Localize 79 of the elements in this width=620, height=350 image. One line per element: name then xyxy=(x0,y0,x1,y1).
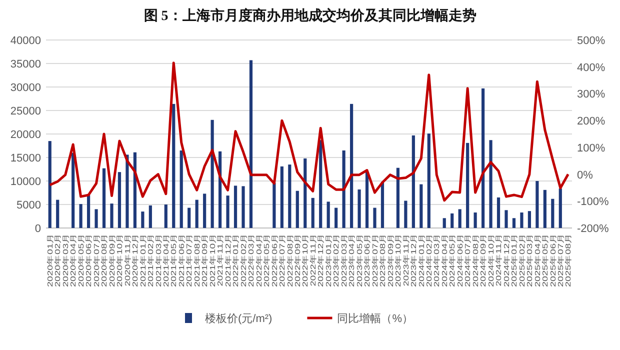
bar xyxy=(288,164,292,228)
bar xyxy=(180,150,183,228)
y-tick-label: 5000 xyxy=(16,200,41,212)
y2-tick-label: 400% xyxy=(577,62,606,74)
bar xyxy=(272,182,276,228)
y-tick-label: 25000 xyxy=(10,106,41,118)
bar xyxy=(141,212,144,228)
y2-tick-label: 200% xyxy=(577,116,606,128)
bar xyxy=(188,208,191,228)
bar xyxy=(442,218,446,228)
bar xyxy=(528,211,532,228)
y2-tick-label: 0% xyxy=(577,169,594,182)
bar xyxy=(466,142,470,228)
bar xyxy=(420,184,423,228)
bar xyxy=(94,209,98,228)
bar xyxy=(311,198,314,228)
bar xyxy=(342,150,346,228)
y-tick-label: 20000 xyxy=(10,129,41,141)
bar xyxy=(458,209,462,228)
bar xyxy=(72,152,75,228)
y-tick-label: 10000 xyxy=(10,176,41,188)
y2-tick-label: -200% xyxy=(577,223,610,235)
y2-tick-label: -100% xyxy=(577,196,610,208)
bar xyxy=(481,88,485,228)
bar xyxy=(380,182,384,228)
bar xyxy=(304,158,307,228)
bar xyxy=(319,140,322,228)
bar xyxy=(56,200,60,228)
bar xyxy=(79,204,82,228)
bar xyxy=(404,200,408,228)
y2-tick-label: 500% xyxy=(577,35,606,47)
y2-tick-label: 100% xyxy=(577,142,606,154)
bar xyxy=(350,104,354,228)
bar xyxy=(412,135,415,228)
y-tick-label: 35000 xyxy=(10,58,41,70)
bar xyxy=(489,140,492,228)
y2-tick-label: 300% xyxy=(577,88,606,101)
bar xyxy=(365,172,369,228)
bar xyxy=(195,200,198,228)
bar xyxy=(551,198,554,228)
bar xyxy=(118,172,122,228)
bar xyxy=(203,194,206,228)
bar xyxy=(280,166,284,228)
y-tick-label: 15000 xyxy=(10,152,41,164)
bar xyxy=(474,212,477,228)
bar xyxy=(48,141,52,228)
bar xyxy=(504,210,508,228)
bar xyxy=(164,204,168,228)
bar xyxy=(358,189,361,228)
bar xyxy=(558,188,562,228)
bar xyxy=(102,168,106,228)
bar xyxy=(226,196,230,228)
bar xyxy=(396,168,400,228)
y-tick-label: 40000 xyxy=(10,35,41,47)
bar xyxy=(86,195,90,228)
bar xyxy=(543,190,546,228)
bar xyxy=(234,186,238,228)
bar xyxy=(520,212,524,228)
y-tick-label: 30000 xyxy=(10,82,41,94)
legend-label: 同比增幅（%） xyxy=(337,312,413,325)
bar xyxy=(373,208,376,228)
bar xyxy=(326,202,330,228)
title: 图 5：上海市月度商办用地成交均价及其同比增幅走势 xyxy=(144,9,476,24)
y-tick-label: 0 xyxy=(34,223,41,235)
bar xyxy=(296,190,299,228)
bar xyxy=(512,218,516,228)
bar xyxy=(249,60,253,228)
bar xyxy=(427,134,430,228)
bar xyxy=(210,120,214,228)
bar xyxy=(536,181,539,228)
bar xyxy=(126,154,129,228)
bar xyxy=(450,213,454,228)
legend-label: 楼板价(元/m²) xyxy=(205,312,272,325)
bar xyxy=(110,204,114,228)
bar xyxy=(334,208,338,228)
bar xyxy=(242,186,245,228)
bar xyxy=(148,205,152,228)
bar xyxy=(496,197,500,228)
bar xyxy=(172,104,176,228)
